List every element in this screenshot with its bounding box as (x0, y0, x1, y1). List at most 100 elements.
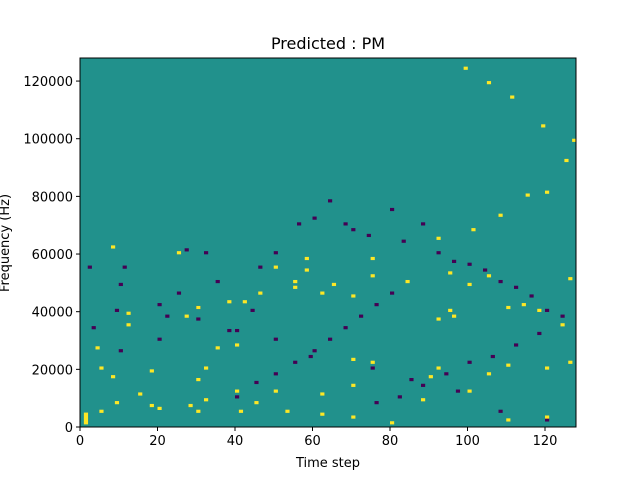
heatmap-cell-high (560, 323, 565, 327)
heatmap-cell-low (273, 372, 278, 376)
heatmap-cell-high (568, 360, 573, 364)
heatmap-cell-high (114, 401, 120, 405)
chart-title: Predicted : PM (271, 34, 385, 53)
heatmap-cell-high (188, 403, 193, 408)
heatmap-cell-high (467, 282, 472, 287)
heatmap-cell-high (138, 392, 143, 396)
heatmap-cell-high (421, 398, 426, 402)
heatmap-cell-high (196, 377, 201, 382)
heatmap-cell-high (83, 412, 89, 416)
heatmap-cell-high (370, 274, 375, 278)
heatmap-cell-low (390, 291, 395, 295)
heatmap-cell-low (196, 317, 201, 321)
heatmap-cell-low (165, 314, 170, 318)
heatmap-cell-low (490, 354, 495, 359)
heatmap-cell-high (293, 279, 298, 284)
heatmap-cell-high (126, 311, 131, 315)
heatmap-cell-low (157, 303, 162, 307)
heatmap-cell-low (545, 418, 550, 422)
heatmap-cell-high (331, 282, 337, 287)
heatmap-cell-low (444, 372, 449, 376)
heatmap-cell-high (242, 300, 247, 304)
heatmap-cell-high (510, 95, 515, 99)
heatmap-cell-high (537, 308, 542, 312)
heatmap-cell-low (91, 326, 96, 330)
y-tick-label: 40000 (32, 306, 73, 321)
heatmap-cell-high (126, 323, 131, 327)
y-tick-label: 80000 (32, 190, 73, 205)
heatmap-cell-high (111, 375, 116, 379)
y-tick-label: 60000 (32, 248, 73, 263)
heatmap-cell-high (506, 418, 511, 422)
heatmap-cell-high (320, 291, 325, 295)
heatmap-cell-low (118, 282, 123, 287)
heatmap-cell-high (254, 401, 259, 405)
heatmap-cell-high (351, 357, 356, 361)
x-tick-label: 60 (304, 434, 321, 449)
heatmap-cell-high (149, 403, 154, 408)
heatmap-cell-low (235, 395, 240, 399)
heatmap-cell-high (184, 314, 189, 318)
heatmap-cell-high (436, 366, 441, 370)
heatmap-cell-high (390, 421, 395, 425)
heatmap-cell-high (304, 268, 309, 272)
heatmap-cell-low (250, 308, 255, 312)
x-tick-label: 120 (533, 434, 558, 449)
heatmap-cell-low (514, 285, 519, 289)
y-tick-label: 120000 (23, 75, 73, 90)
heatmap-cell-high (452, 314, 457, 318)
heatmap-cell-high (370, 360, 375, 364)
heatmap-cell-high (111, 245, 116, 249)
heatmap-cell-high (572, 138, 577, 142)
heatmap-cell-high (486, 372, 492, 376)
heatmap-cell-low (374, 401, 379, 405)
heatmap-cell-low (184, 248, 189, 252)
heatmap-cell-low (273, 251, 278, 255)
heatmap-cell-low (545, 308, 550, 312)
heatmap-cell-high (149, 369, 154, 373)
heatmap-cell-high (235, 343, 240, 347)
heatmap-cell-low (343, 326, 348, 330)
y-axis-label: Frequency (Hz) (0, 194, 13, 292)
heatmap-cell-high (521, 303, 526, 307)
heatmap-cell-low (235, 328, 240, 333)
heatmap-cell-low (328, 337, 333, 341)
heatmap-cell-high (95, 346, 100, 350)
heatmap-cell-high (525, 193, 530, 197)
heatmap-cell-high (215, 346, 220, 350)
heatmap-cell-high (196, 409, 201, 413)
heatmap-cell-low (401, 239, 406, 243)
heatmap-cell-low (514, 343, 519, 347)
heatmap-cell-low (351, 228, 356, 232)
heatmap-cell-high (564, 158, 569, 163)
heatmap-cell-high (545, 415, 550, 419)
heatmap-cell-low (397, 395, 402, 399)
plot-frame (79, 57, 577, 428)
heatmap-cell-low (467, 360, 472, 364)
heatmap-cell-low (273, 337, 278, 341)
heatmap-cell-low (498, 279, 503, 284)
heatmap-cell-low (157, 337, 162, 341)
heatmap-cell-low (370, 366, 375, 370)
heatmap-cell-low (204, 251, 209, 255)
heatmap-cell-high (204, 366, 209, 370)
heatmap-cell-low (293, 360, 298, 364)
heatmap-cell-low (343, 222, 348, 226)
heatmap-cell-high (238, 409, 244, 413)
heatmap-cell-high (273, 265, 278, 269)
heatmap-high-cells (83, 66, 577, 425)
heatmap-cell-high (304, 256, 309, 261)
heatmap-cell-high (235, 389, 240, 393)
heatmap-cell-high (428, 375, 433, 379)
heatmap-cell-high (486, 81, 492, 85)
heatmap-low-cells (87, 199, 565, 422)
x-tick-label: 0 (76, 434, 84, 449)
heatmap-cell-low (421, 222, 426, 226)
heatmap-cell-low (122, 265, 127, 269)
heatmap-cell-high (273, 389, 278, 393)
heatmap-cell-low (297, 222, 302, 226)
heatmap-cell-high (157, 406, 162, 410)
heatmap-cell-low (176, 291, 182, 295)
heatmap-cell-low (258, 265, 263, 269)
heatmap-cell-high (351, 383, 356, 387)
